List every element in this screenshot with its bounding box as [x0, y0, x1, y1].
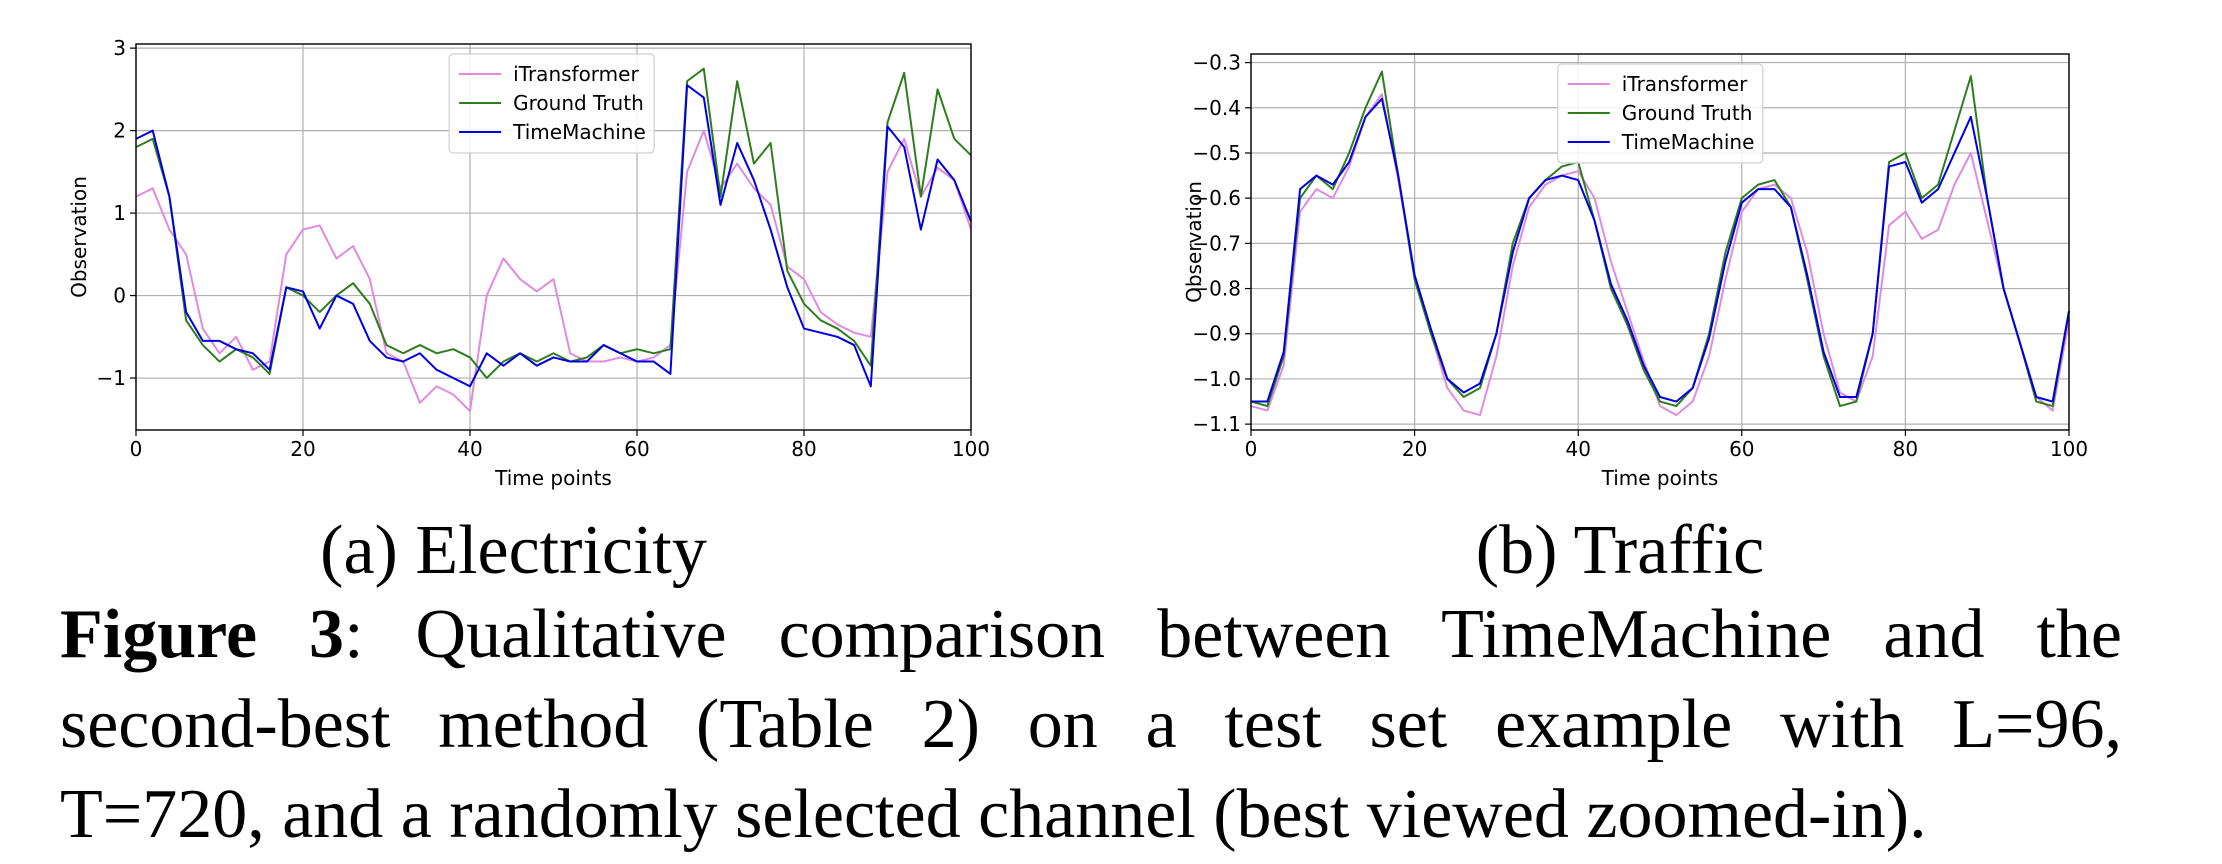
y-axis-title: Observation — [1182, 181, 1206, 303]
legend-label: Ground Truth — [1622, 101, 1753, 125]
y-tick-label: −0.8 — [1192, 277, 1241, 301]
x-tick-label: 0 — [130, 437, 143, 461]
plot-frame — [1250, 53, 2070, 431]
caption-line: Figure 3: Qualitative comparison between… — [60, 590, 2122, 680]
series-line — [1250, 70, 2070, 408]
plot-frame — [135, 43, 972, 431]
legend-label: iTransformer — [1622, 72, 1748, 96]
y-tick-label: −1.0 — [1192, 367, 1241, 391]
x-axis-title: Time points — [494, 466, 612, 490]
x-tick-label: 100 — [2050, 437, 2088, 461]
y-tick-label: −0.3 — [1192, 51, 1241, 75]
series-line — [135, 84, 972, 388]
x-tick-label: 0 — [1245, 437, 1258, 461]
x-tick-label: 80 — [791, 437, 816, 461]
x-tick-label: 80 — [1893, 437, 1918, 461]
figure-panels: 0 20 40 60 80 100 −1 0 1 2 3 Time points Observation… — [67, 36, 2088, 589]
y-tick-label: 0 — [113, 284, 126, 308]
y-tick-label: −0.5 — [1192, 141, 1241, 165]
y-tick-label: −0.4 — [1192, 96, 1241, 120]
x-tick-label: 60 — [1729, 437, 1754, 461]
figure-caption: Figure 3: Qualitative comparison between… — [60, 590, 2122, 860]
y-tick-label: −0.6 — [1192, 186, 1241, 210]
series-line — [135, 129, 972, 413]
legend-label: TimeMachine — [512, 120, 646, 144]
y-tick-label: −0.7 — [1192, 231, 1241, 255]
panel-caption: (a) Electricity — [320, 512, 707, 589]
y-axis-title: Observation — [67, 176, 91, 298]
x-tick-label: 60 — [624, 437, 649, 461]
legend-label: Ground Truth — [513, 91, 644, 115]
caption-text: : Qualitative comparison between TimeMac… — [344, 596, 2123, 673]
series-line — [1251, 97, 2070, 403]
y-tick-label: 3 — [113, 36, 126, 60]
legend-label: iTransformer — [513, 62, 639, 86]
y-tick-label: −1.1 — [1192, 412, 1241, 436]
x-tick-label: 40 — [1565, 437, 1590, 461]
legend-box — [1557, 63, 1764, 164]
caption-line: second-best method (Table 2) on a test s… — [60, 686, 2122, 763]
y-tick-label: −0.9 — [1192, 322, 1241, 346]
legend-box — [448, 53, 655, 154]
x-axis-title: Time points — [1601, 466, 1719, 490]
y-tick-label: 2 — [113, 119, 126, 143]
x-tick-label: 100 — [952, 437, 990, 461]
x-tick-label: 20 — [1402, 437, 1427, 461]
legend-label: TimeMachine — [1621, 130, 1755, 154]
y-tick-label: −1 — [97, 366, 126, 390]
x-tick-label: 20 — [290, 437, 315, 461]
x-tick-label: 40 — [457, 437, 482, 461]
caption-line: T=720, and a randomly selected channel (… — [60, 776, 1927, 853]
y-tick-label: 1 — [113, 201, 126, 225]
figure-label: Figure 3 — [60, 596, 345, 673]
panel-caption: (b) Traffic — [1476, 512, 1764, 589]
